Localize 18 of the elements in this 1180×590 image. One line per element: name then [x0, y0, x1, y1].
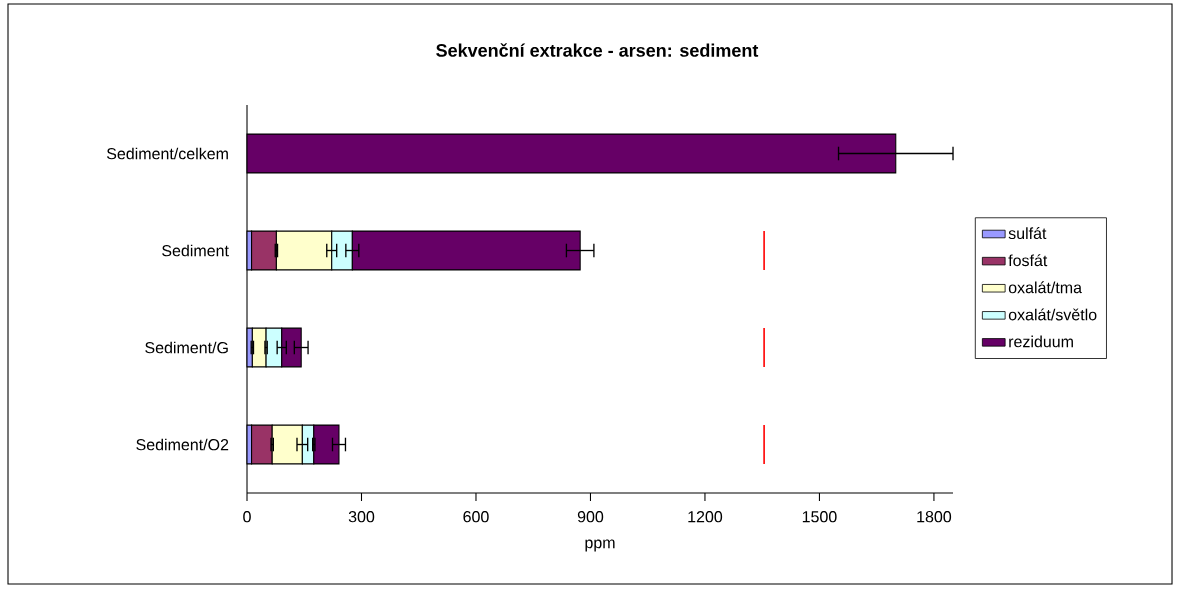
legend-label: oxalát/tma — [1008, 281, 1082, 294]
x-tick-label: 300 — [348, 511, 375, 523]
legend-label: sulfát — [1008, 227, 1047, 240]
y-tick-label: Sediment — [162, 244, 229, 257]
legend-label: reziduum — [1009, 335, 1073, 348]
x-tick-label: 1500 — [802, 511, 837, 523]
x-axis-title: ppm — [585, 539, 615, 552]
y-tick-label: Sediment/G — [145, 341, 228, 354]
legend-label: fosfát — [1008, 254, 1048, 267]
x-tick-label: 0 — [243, 511, 251, 523]
y-tick-label: Sediment/celkem — [106, 147, 228, 160]
x-tick-label: 600 — [463, 511, 489, 523]
x-tick-label: 1800 — [917, 511, 952, 523]
chart-title: Sekvenční extrakce - arsen: sediment — [436, 43, 759, 57]
x-tick-label: 900 — [577, 511, 604, 523]
x-tick-label: 1200 — [688, 511, 723, 523]
y-tick-label: Sediment/O2 — [136, 438, 229, 451]
legend-label: oxalát/světlo — [1008, 308, 1097, 321]
